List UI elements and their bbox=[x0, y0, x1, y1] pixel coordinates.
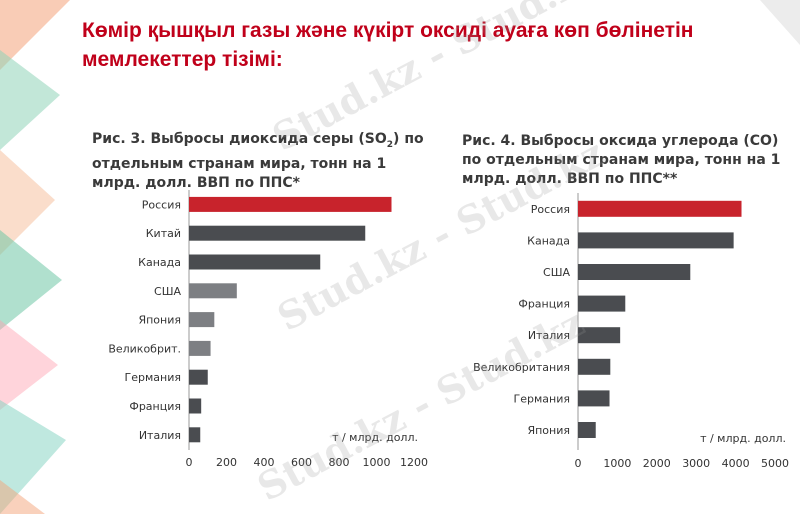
x-tick-label: 5000 bbox=[761, 457, 789, 470]
x-tick-label: 0 bbox=[575, 457, 582, 470]
bar-Великобритания bbox=[578, 358, 611, 375]
bar-США bbox=[189, 283, 237, 299]
x-axis-unit-label: т / млрд. долл. bbox=[700, 432, 786, 445]
chart-title-so2: Рис. 3. Выбросы диоксида серы (SO2) по о… bbox=[92, 131, 424, 191]
category-label: Великобрит. bbox=[108, 342, 181, 355]
x-tick-label: 1000 bbox=[363, 456, 391, 469]
bar-Япония bbox=[189, 312, 215, 328]
x-tick-label: 200 bbox=[216, 456, 237, 469]
bar-Германия bbox=[189, 369, 208, 385]
category-label: Германия bbox=[514, 392, 570, 405]
bar-Канада bbox=[189, 254, 321, 270]
x-tick-label: 1200 bbox=[400, 456, 428, 469]
bar-Италия bbox=[189, 427, 201, 443]
category-label: Великобритания bbox=[473, 361, 570, 374]
category-label: Япония bbox=[527, 424, 570, 437]
category-label: Германия bbox=[125, 371, 181, 384]
x-tick-label: 1000 bbox=[603, 457, 631, 470]
category-label: Италия bbox=[139, 429, 181, 442]
x-tick-label: 600 bbox=[291, 456, 312, 469]
bar-Канада bbox=[578, 232, 734, 249]
bar-Россия bbox=[189, 196, 392, 212]
x-axis-unit-label: т / млрд. долл. bbox=[332, 431, 418, 444]
x-tick-label: 4000 bbox=[722, 457, 750, 470]
x-tick-label: 0 bbox=[186, 456, 193, 469]
bar-США bbox=[578, 264, 691, 280]
x-tick-label: 800 bbox=[329, 456, 350, 469]
x-tick-label: 3000 bbox=[682, 457, 710, 470]
category-label: Канада bbox=[138, 256, 181, 269]
category-label: Китай bbox=[146, 227, 181, 240]
category-label: Франция bbox=[518, 298, 570, 311]
category-label: Япония bbox=[138, 314, 181, 327]
chart-title-co: Рис. 4. Выбросы оксида углерода (CO) по … bbox=[462, 133, 781, 187]
category-label: Россия bbox=[531, 203, 570, 216]
category-label: Канада bbox=[527, 234, 570, 247]
bar-Япония bbox=[578, 422, 596, 438]
x-tick-label: 2000 bbox=[643, 457, 671, 470]
bar-Италия bbox=[578, 327, 621, 344]
slide-title: Көмір қышқыл газы және күкірт оксиді ауа… bbox=[82, 19, 694, 71]
x-tick-label: 400 bbox=[254, 456, 275, 469]
bar-Франция bbox=[578, 295, 626, 312]
category-label: Россия bbox=[142, 198, 181, 211]
bar-Китай bbox=[189, 225, 366, 241]
category-label: Италия bbox=[528, 329, 570, 342]
category-label: Франция bbox=[129, 400, 181, 413]
bar-Великобрит. bbox=[189, 340, 211, 356]
category-label: США bbox=[543, 266, 570, 279]
bar-Франция bbox=[189, 398, 202, 414]
category-label: США bbox=[154, 285, 181, 298]
bar-Германия bbox=[578, 390, 610, 407]
bar-Россия bbox=[578, 200, 742, 217]
